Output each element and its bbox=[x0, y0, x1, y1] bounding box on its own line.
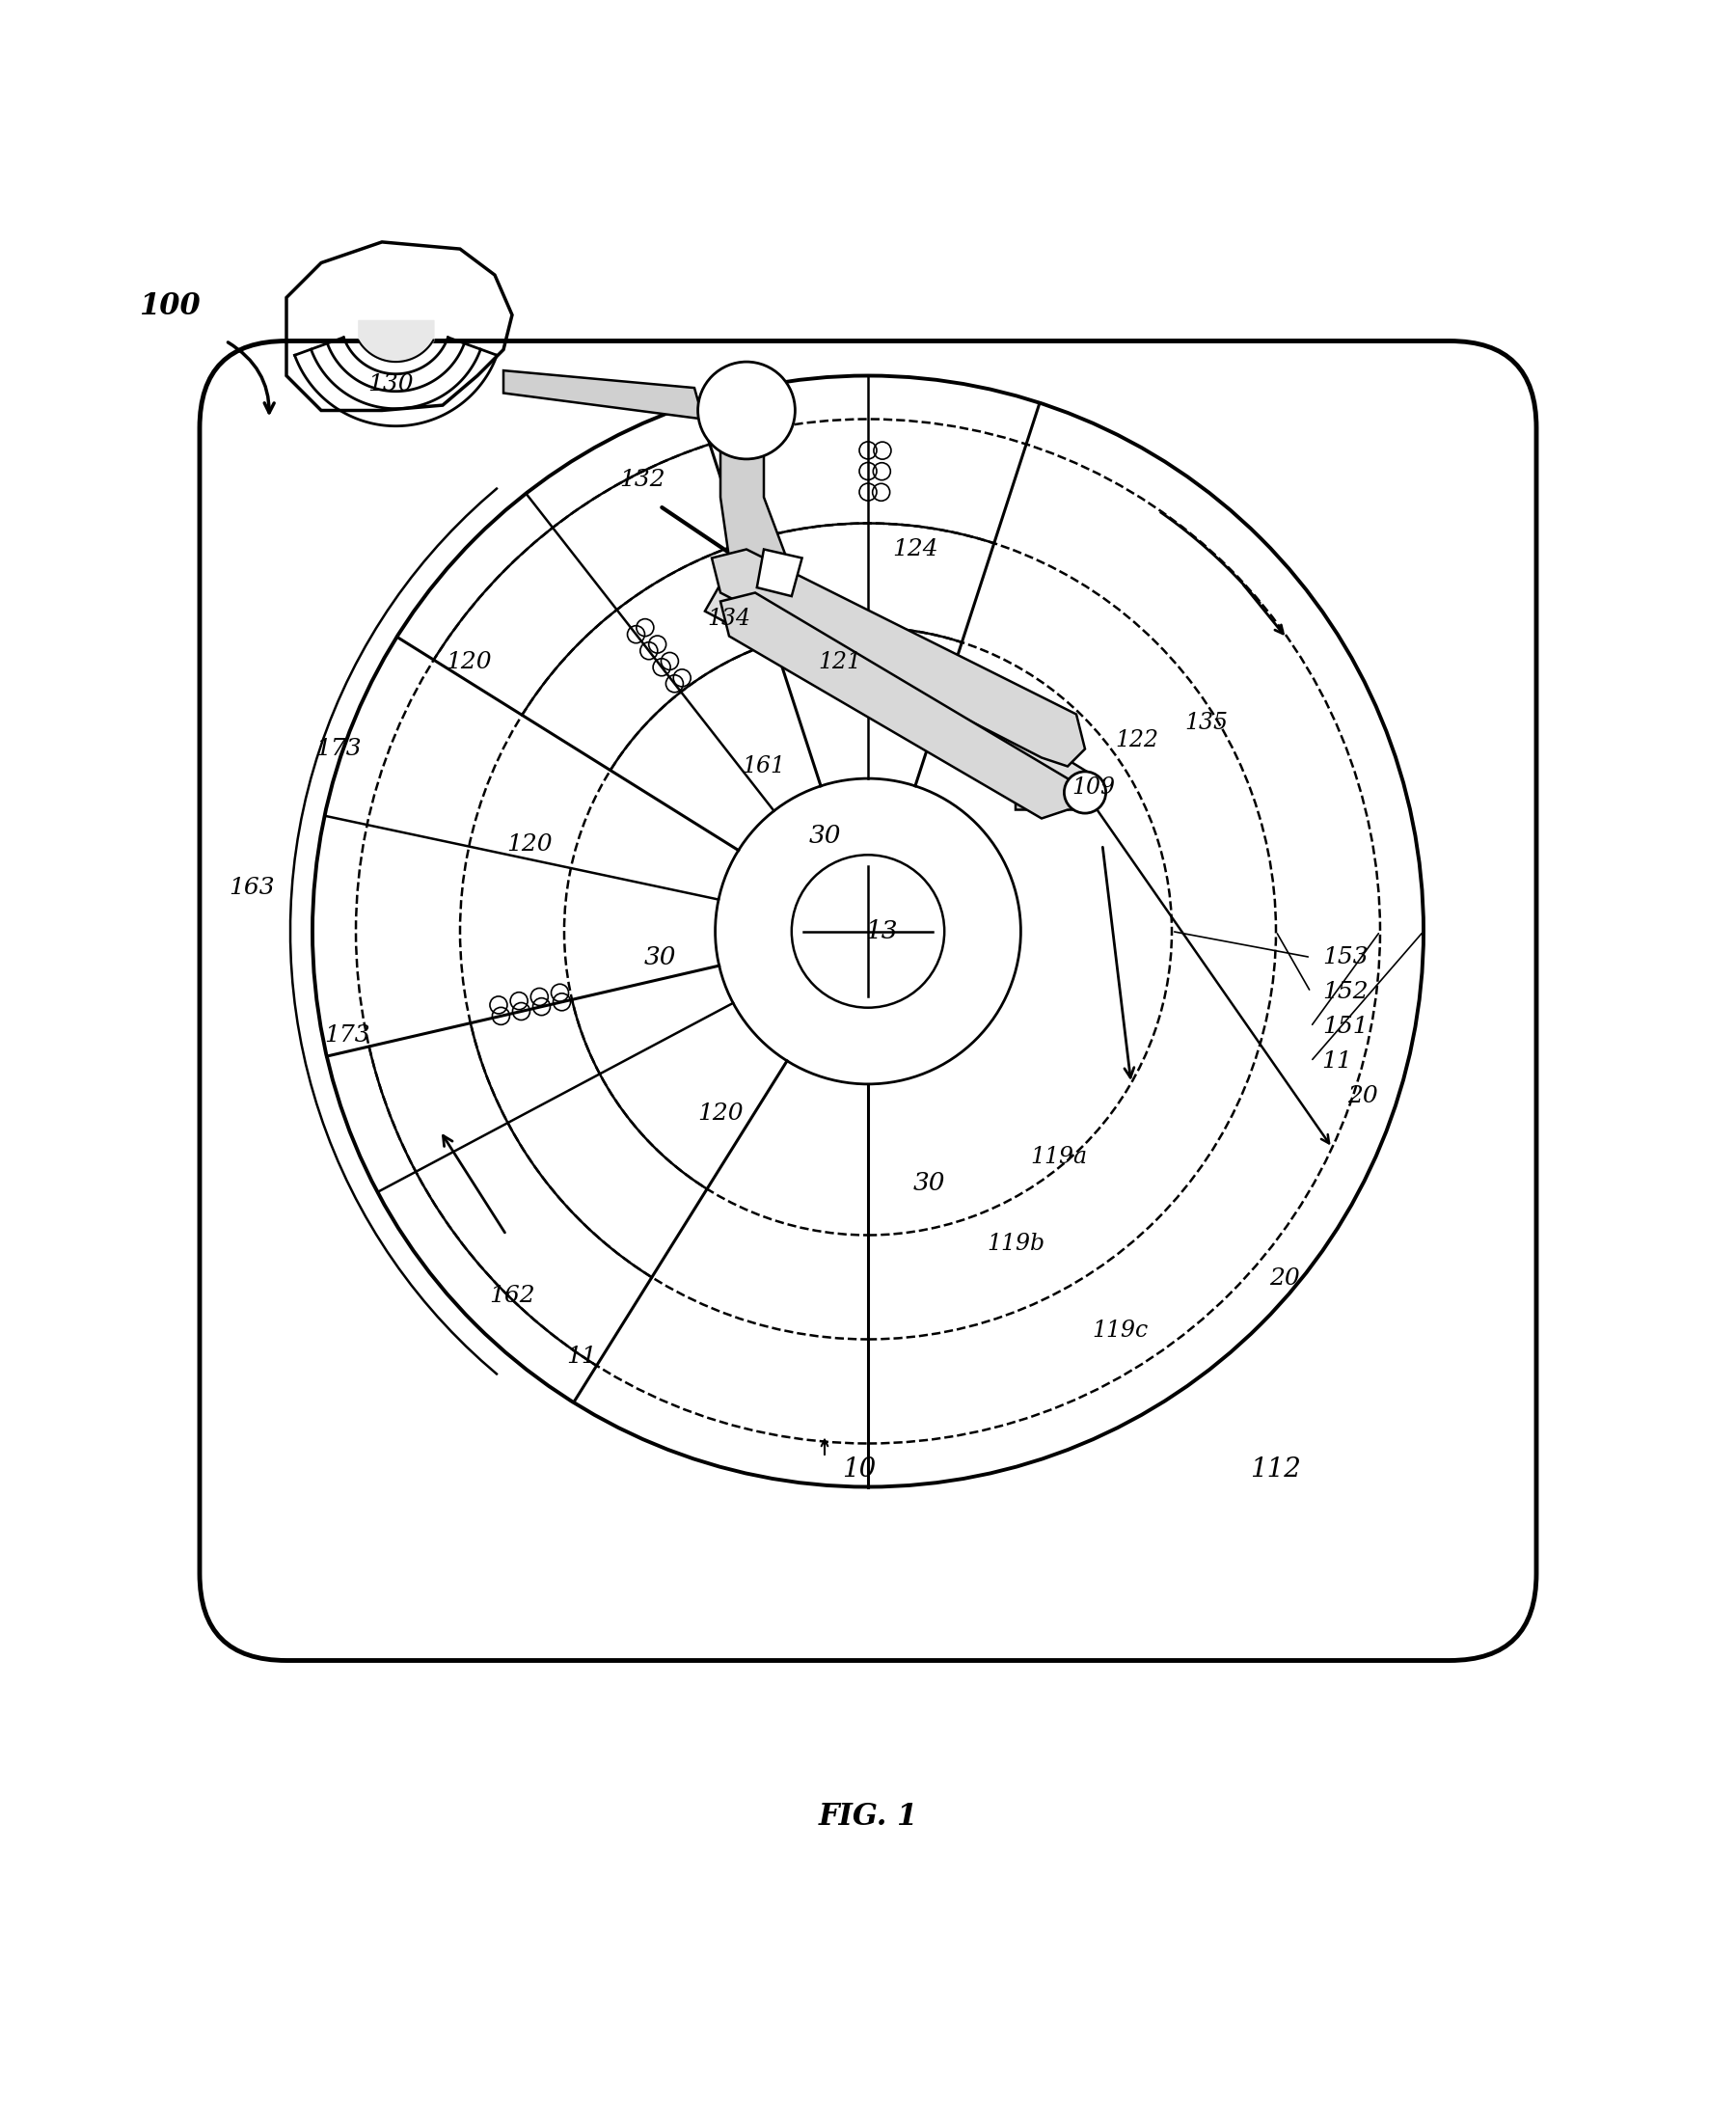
Circle shape bbox=[698, 361, 795, 459]
Text: 30: 30 bbox=[809, 824, 840, 847]
Text: 124: 124 bbox=[892, 539, 937, 560]
Text: 109: 109 bbox=[1073, 777, 1115, 798]
Text: 161: 161 bbox=[743, 756, 785, 777]
Polygon shape bbox=[712, 550, 1085, 766]
Text: 30: 30 bbox=[644, 945, 675, 970]
Polygon shape bbox=[757, 550, 802, 597]
Polygon shape bbox=[503, 372, 703, 418]
Polygon shape bbox=[705, 556, 1094, 809]
Text: 163: 163 bbox=[229, 877, 274, 898]
FancyBboxPatch shape bbox=[200, 342, 1536, 1660]
Text: 152: 152 bbox=[1323, 981, 1368, 1004]
Text: 173: 173 bbox=[316, 739, 361, 760]
Text: 162: 162 bbox=[490, 1284, 535, 1308]
Text: 132: 132 bbox=[620, 469, 665, 490]
Text: 120: 120 bbox=[507, 834, 552, 856]
Text: 122: 122 bbox=[1115, 728, 1160, 752]
Circle shape bbox=[1064, 771, 1106, 813]
Text: 153: 153 bbox=[1323, 947, 1368, 968]
Text: 120: 120 bbox=[698, 1102, 743, 1125]
Text: 119b: 119b bbox=[986, 1233, 1045, 1255]
Text: 13: 13 bbox=[866, 919, 898, 943]
Text: 130: 130 bbox=[368, 374, 413, 395]
Text: 11: 11 bbox=[566, 1346, 597, 1367]
Text: 20: 20 bbox=[1269, 1267, 1300, 1289]
Polygon shape bbox=[720, 427, 1068, 809]
Text: 134: 134 bbox=[708, 607, 750, 631]
Text: 119a: 119a bbox=[1031, 1146, 1087, 1168]
Text: 173: 173 bbox=[325, 1025, 370, 1047]
Text: 151: 151 bbox=[1323, 1015, 1368, 1038]
Text: 30: 30 bbox=[913, 1172, 944, 1195]
Text: 11: 11 bbox=[1321, 1051, 1352, 1072]
Text: 10: 10 bbox=[842, 1456, 877, 1482]
Text: 119c: 119c bbox=[1092, 1321, 1147, 1342]
Text: 20: 20 bbox=[1347, 1085, 1378, 1108]
Text: 135: 135 bbox=[1184, 711, 1229, 735]
Polygon shape bbox=[720, 592, 1080, 819]
Text: 112: 112 bbox=[1250, 1456, 1302, 1482]
Text: 121: 121 bbox=[819, 652, 861, 673]
Text: 120: 120 bbox=[446, 652, 491, 673]
Text: 100: 100 bbox=[139, 291, 200, 321]
Text: FIG. 1: FIG. 1 bbox=[818, 1802, 918, 1832]
